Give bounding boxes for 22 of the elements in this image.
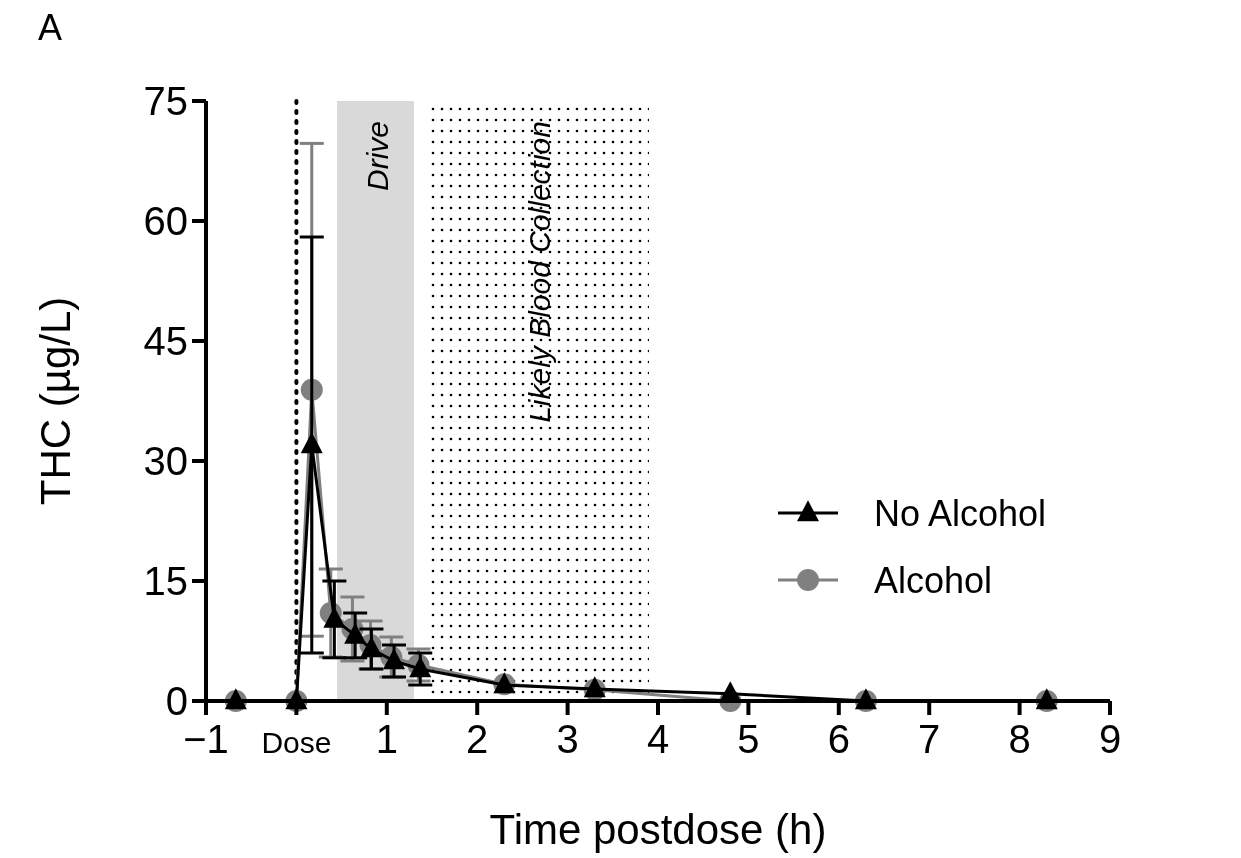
x-tick-label: 4 <box>646 717 670 761</box>
text: A <box>38 7 63 48</box>
x-tick-label: 5 <box>737 717 760 761</box>
x-tick-label: 3 <box>556 717 579 761</box>
x-tick-label: 2 <box>466 717 489 761</box>
point <box>300 432 323 454</box>
y-tick-label: 60 <box>143 199 188 243</box>
legend-label: Alcohol <box>874 560 993 601</box>
band-label: Drive <box>360 121 394 192</box>
y-axis-title: THC (µg/L) <box>32 296 79 506</box>
x-tick-label: 7 <box>918 717 941 761</box>
x-tick-label: Dose <box>261 726 332 759</box>
legend-label: No Alcohol <box>874 493 1047 534</box>
x-tick-label: 1 <box>375 717 398 761</box>
y-tick-label: 75 <box>143 79 188 123</box>
x-axis-title: Time postdose (h) <box>489 806 827 853</box>
x-tick-label: 8 <box>1008 717 1031 761</box>
x-tick-label: 9 <box>1098 717 1122 761</box>
y-tick-label: 15 <box>143 559 188 603</box>
y-tick-label: 45 <box>143 319 188 363</box>
y-tick-label: 30 <box>143 439 188 483</box>
x-tick-label: 6 <box>827 717 850 761</box>
